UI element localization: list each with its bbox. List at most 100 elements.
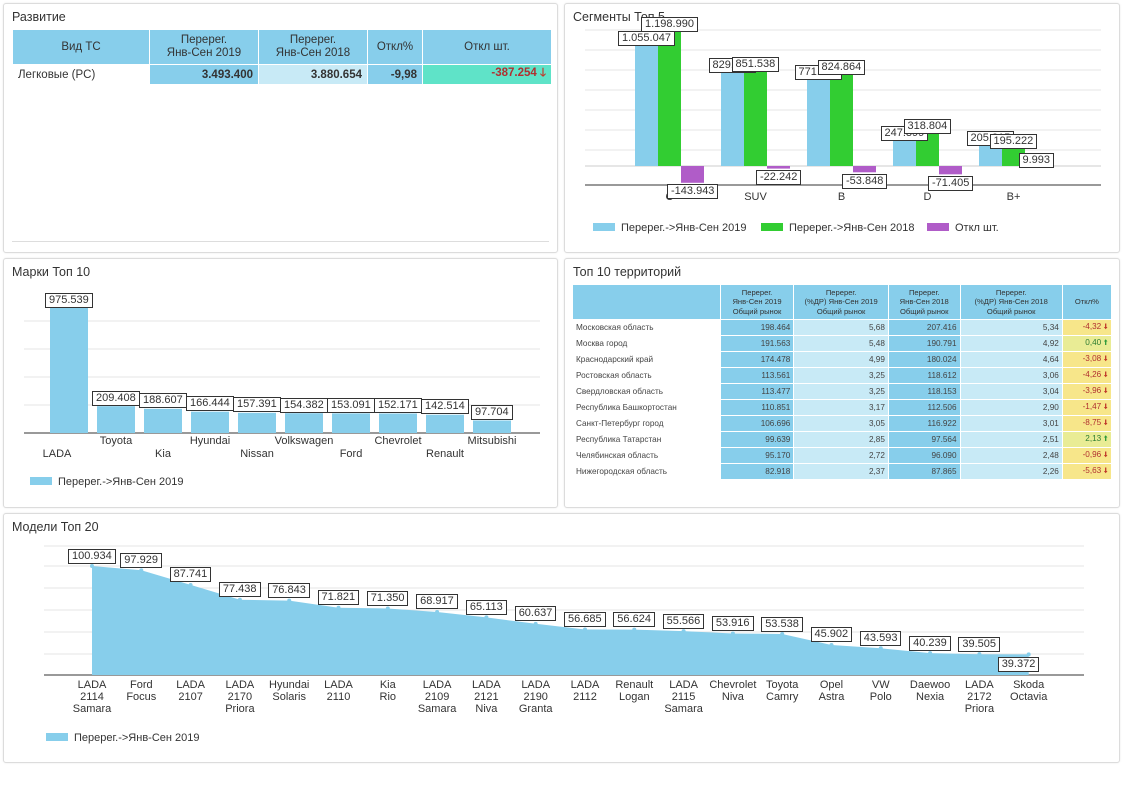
data-point[interactable] (336, 605, 341, 610)
data-point[interactable] (928, 651, 933, 656)
col-header[interactable]: Перерег. Янв-Сен 2019 Общий рынок (719, 284, 795, 320)
data-label: 851.538 (731, 57, 780, 73)
cell-pct: -0,96 🠫 (1061, 447, 1113, 464)
data-point[interactable] (435, 609, 440, 614)
data-label: 142.514 (421, 399, 469, 415)
data-point[interactable] (829, 642, 834, 647)
bar[interactable] (238, 412, 276, 433)
col-header[interactable]: Перерег. Янв-Сен 2018 Общий рынок (887, 284, 961, 320)
cell-pct: -3,96 🠫 (1061, 383, 1113, 400)
data-point[interactable] (632, 627, 637, 632)
cell-value: 95.170 (719, 447, 795, 464)
col-header[interactable]: Вид ТС (12, 29, 150, 65)
arrow-down-icon: 🠫 (1101, 401, 1109, 411)
bar[interactable] (807, 76, 830, 166)
legend-swatch (761, 223, 783, 231)
table-row[interactable]: Ростовская область 113.561 3,25 118.612 3,06… (572, 367, 1113, 384)
bar[interactable] (50, 308, 88, 433)
col-header[interactable]: Откл% (367, 29, 423, 65)
data-point[interactable] (90, 564, 94, 568)
bar[interactable] (830, 69, 853, 166)
bar[interactable] (379, 413, 417, 433)
cell-value: 207.416 (887, 319, 961, 336)
data-point[interactable] (1026, 652, 1031, 657)
data-label: 87.741 (169, 567, 212, 583)
col-header[interactable] (572, 284, 721, 320)
data-point[interactable] (780, 632, 785, 637)
table-row[interactable]: Республика Башкортостан 110.851 3,17 112.50… (572, 399, 1113, 416)
data-label: 76.843 (268, 583, 310, 599)
bar[interactable] (744, 66, 767, 166)
data-point[interactable] (287, 598, 292, 603)
data-point[interactable] (188, 582, 193, 587)
x-tick-label: LADA 2114 Samara (73, 679, 112, 715)
col-header[interactable]: Перерег. Янв-Сен 2019 (149, 29, 259, 65)
bar[interactable] (939, 166, 962, 175)
col-header[interactable]: Перерег. (%ДР) Янв-Сен 2018 Общий рынок (959, 284, 1063, 320)
cell-pct-value: -3,96 (1082, 385, 1102, 395)
table-row[interactable]: Республика Татарстан 99.639 2,85 97.564 2,51… (572, 431, 1113, 448)
bar[interactable] (191, 411, 229, 433)
bar[interactable] (635, 42, 658, 167)
data-label: 9.993 (1018, 153, 1055, 169)
data-label: 1.198.990 (641, 16, 698, 32)
table-row[interactable]: Краснодарский край 174.478 4,99 180.024 4,64… (572, 351, 1113, 368)
legend-swatch (30, 477, 52, 485)
data-point[interactable] (977, 652, 982, 657)
bar[interactable] (721, 69, 744, 166)
table-row[interactable]: Санкт-Петербург город 106.696 3,05 116.922 3… (572, 415, 1113, 432)
cell-pct: -4,26 🠫 (1061, 367, 1113, 384)
cell-region: Республика Татарстан (572, 431, 721, 448)
x-tick-label: Mitsubishi (468, 435, 517, 447)
legend-label[interactable]: Перерег.->Янв-Сен 2019 (621, 222, 747, 234)
bar[interactable] (426, 414, 464, 433)
table-row[interactable]: Московская область 198.464 5,68 207.416 5,34… (572, 319, 1113, 336)
table-row[interactable]: Свердловская область 113.477 3,25 118.153 3,… (572, 383, 1113, 400)
cell-value: 4,99 (793, 351, 889, 368)
col-header[interactable]: Откл шт. (422, 29, 552, 65)
legend-label[interactable]: Откл шт. (955, 222, 999, 234)
models-panel: Модели Топ 20 LADA 2114 Samara Ford Focus LAD… (3, 513, 1120, 763)
legend-label[interactable]: Перерег.->Янв-Сен 2018 (789, 222, 915, 234)
bar[interactable] (97, 406, 135, 433)
data-point[interactable] (681, 629, 686, 634)
table-row[interactable]: Москва город 191.563 5,48 190.791 4,92 0,40 🠩 (572, 335, 1113, 352)
table-row[interactable]: Легковые (PC) 3.493.400 3.880.654 -9,98 … (12, 64, 552, 85)
table-row[interactable]: Челябинская область 95.170 2,72 96.090 2,48-… (572, 447, 1113, 464)
area-series[interactable] (92, 566, 1029, 675)
bar[interactable] (473, 420, 511, 433)
data-point[interactable] (583, 627, 587, 632)
data-label: -71.405 (928, 175, 974, 191)
x-tick-label: LADA 2170 Priora (225, 679, 255, 715)
cell-value: 3,05 (793, 415, 889, 432)
cell-value: 191.563 (719, 335, 795, 352)
data-point[interactable] (730, 631, 735, 636)
cell-pct-value: -0,96 (1082, 449, 1102, 459)
col-header[interactable]: Откл% (1061, 284, 1113, 320)
data-label: 209.408 (92, 390, 140, 406)
cell-pct: -8,75 🠫 (1061, 415, 1113, 432)
data-point[interactable] (385, 606, 390, 611)
bar[interactable] (332, 413, 370, 433)
bar[interactable] (285, 413, 323, 433)
table-row[interactable]: Нижегородская область 82.918 2,37 87.865 2,2… (572, 463, 1113, 480)
bar[interactable] (658, 26, 681, 167)
data-label: 195.222 (989, 133, 1038, 149)
bar[interactable] (681, 166, 704, 183)
bar[interactable] (853, 166, 876, 173)
data-point[interactable] (533, 621, 538, 626)
bar[interactable] (144, 408, 182, 433)
legend-label[interactable]: Перерег.->Янв-Сен 2019 (74, 732, 200, 744)
col-header[interactable]: Перерег. Янв-Сен 2018 (258, 29, 368, 65)
data-label: -143.943 (667, 184, 719, 200)
data-point[interactable] (878, 646, 883, 651)
data-point[interactable] (139, 568, 144, 573)
models-chart: LADA 2114 Samara Ford Focus LADA 2107 LADA 2170 P… (44, 545, 1084, 744)
col-header[interactable]: Перерег. (%ДР) Янв-Сен 2019 Общий рынок (793, 284, 889, 320)
data-point[interactable] (484, 615, 489, 620)
data-label: 65.113 (465, 599, 507, 615)
data-point[interactable] (237, 597, 242, 602)
bar[interactable] (767, 166, 790, 169)
bar[interactable] (893, 137, 916, 166)
legend-label[interactable]: Перерег.->Янв-Сен 2019 (58, 476, 184, 488)
